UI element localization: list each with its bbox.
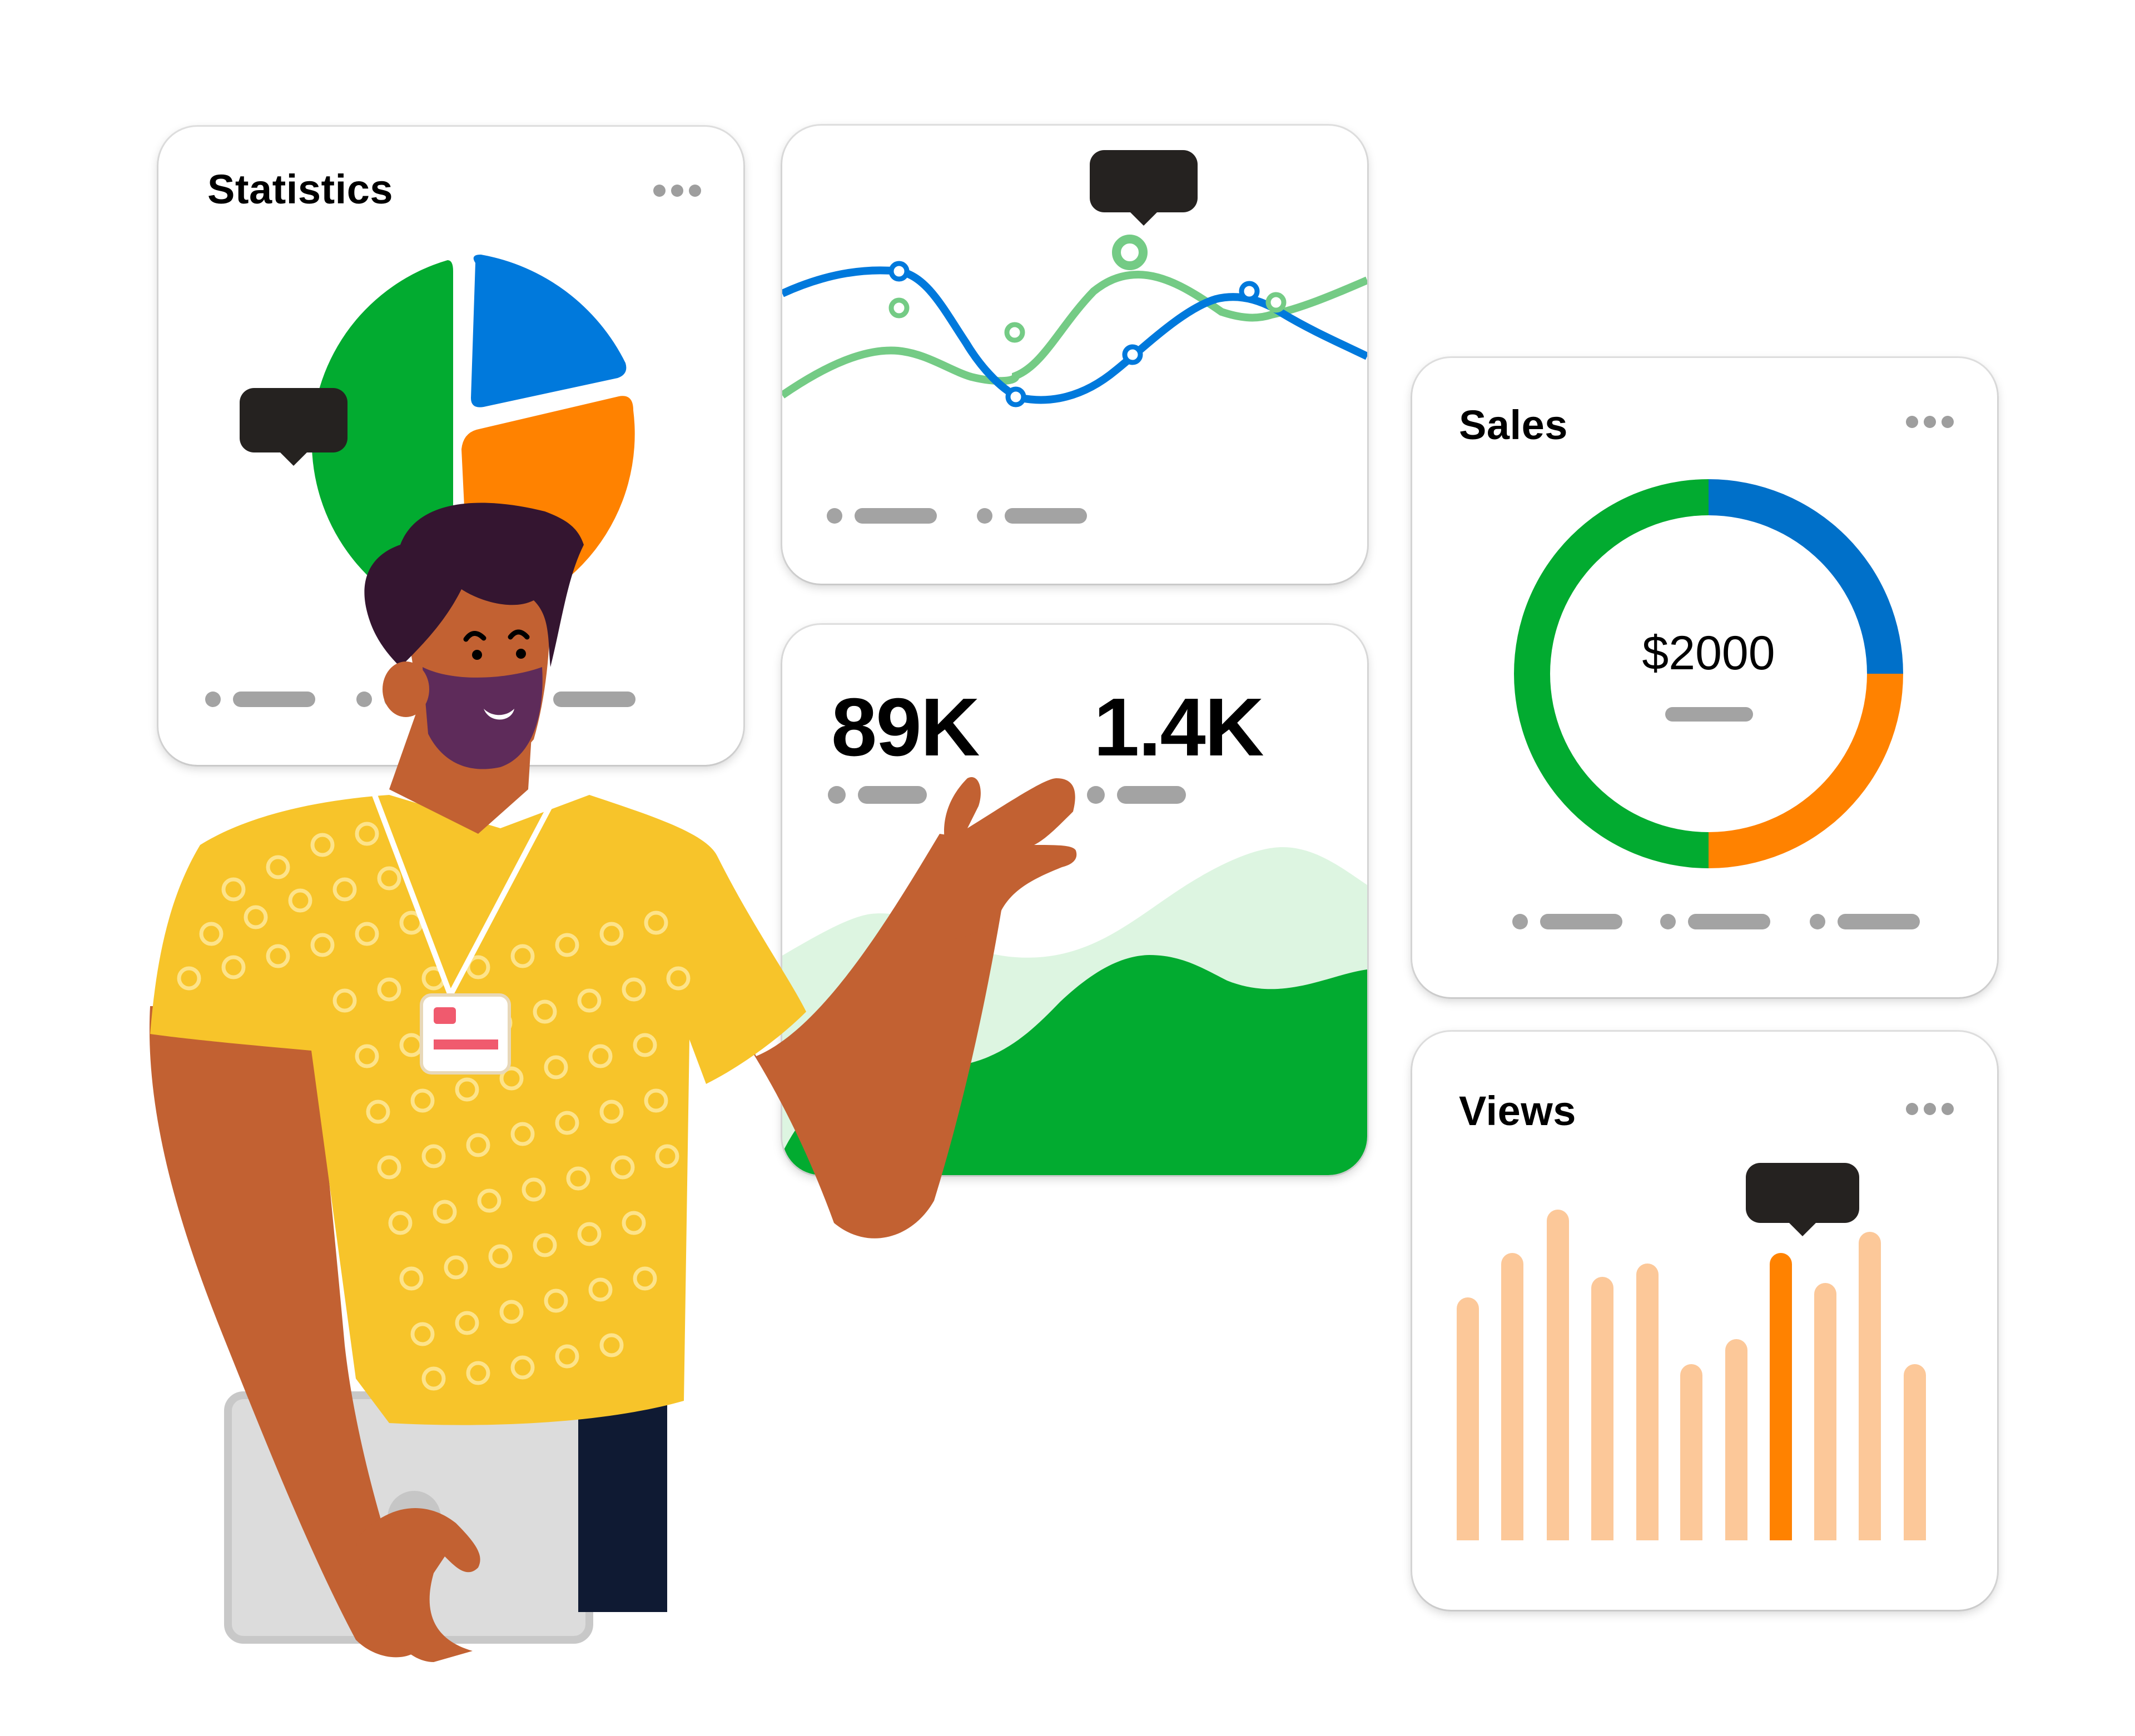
views-card: Views xyxy=(1412,1032,1997,1610)
highlight-point xyxy=(1112,235,1148,270)
more-horizontal-icon[interactable] xyxy=(1906,1103,1954,1115)
pie-slice-blue xyxy=(471,255,627,407)
tooltip xyxy=(1090,150,1198,226)
shirt xyxy=(150,795,806,1425)
kpi-area-card: 89K 1.4K xyxy=(782,625,1367,1175)
sales-total: $2000 xyxy=(1642,626,1775,680)
line-chart xyxy=(782,235,1367,407)
statistics-card: Statistics xyxy=(158,127,743,765)
metric-label-2 xyxy=(1087,786,1186,804)
more-horizontal-icon[interactable] xyxy=(1906,416,1954,428)
legend-item xyxy=(1810,914,1920,929)
donut-segment-green xyxy=(1514,479,1709,868)
tablet xyxy=(224,1391,593,1644)
donut-segment-blue xyxy=(1709,479,1903,674)
legend-item xyxy=(827,508,937,524)
pie-slice-orange xyxy=(461,396,635,621)
line-chart-card xyxy=(782,126,1367,584)
sales-card: Sales $2000 xyxy=(1412,358,1997,997)
metric-label-1 xyxy=(828,786,927,804)
bar-highlighted xyxy=(1770,1253,1792,1540)
tooltip xyxy=(1746,1163,1859,1236)
line-series-green xyxy=(782,270,1367,399)
metric-value-2: 1.4K xyxy=(1094,682,1264,773)
metric-value-1: 89K xyxy=(831,682,980,773)
tooltip xyxy=(240,388,347,466)
more-horizontal-icon[interactable] xyxy=(653,185,701,197)
area-chart xyxy=(782,847,1367,1175)
legend-item xyxy=(977,508,1087,524)
card-title: Views xyxy=(1459,1088,1576,1134)
line-series-blue xyxy=(782,266,1367,404)
id-badge xyxy=(420,993,511,1075)
card-title: Statistics xyxy=(207,166,394,212)
legend-item xyxy=(1660,914,1770,929)
legend-item xyxy=(525,692,635,707)
card-title: Sales xyxy=(1459,402,1568,448)
bar-chart xyxy=(1457,1210,1926,1540)
sales-subtitle xyxy=(1665,707,1753,722)
donut-segment-orange xyxy=(1709,674,1903,868)
legend-item xyxy=(1512,914,1622,929)
legend-item xyxy=(356,692,466,707)
legend-item xyxy=(205,692,315,707)
donut-chart xyxy=(1514,479,1903,868)
